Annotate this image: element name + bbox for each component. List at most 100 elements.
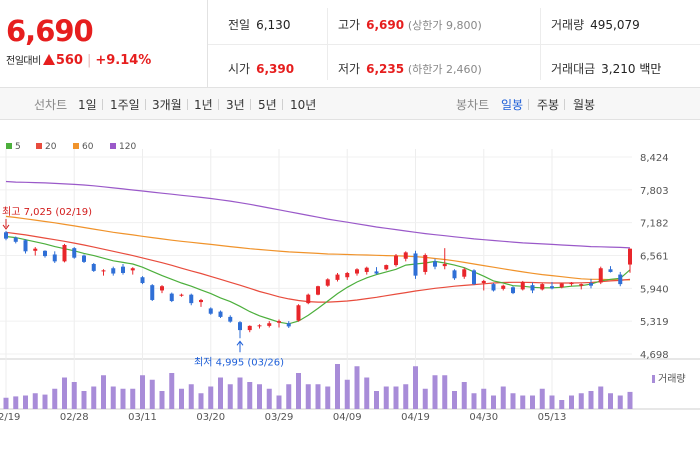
- low-annotation: 최저 4,995 (03/26): [194, 356, 284, 368]
- volume-bar: [101, 375, 106, 409]
- volume: 거래량 495,079: [551, 16, 640, 33]
- candle-body: [325, 279, 330, 286]
- tab-daily[interactable]: 일봉: [501, 98, 524, 112]
- volume-bar: [539, 388, 545, 409]
- price-change: 전일대비 560 | +9.14%: [6, 52, 151, 68]
- tab-1y[interactable]: 1년: [194, 98, 213, 112]
- divider: |: [86, 53, 92, 68]
- tab-10y[interactable]: 10년: [290, 98, 317, 112]
- amount-value: 3,210: [601, 62, 636, 76]
- candle-body: [296, 305, 301, 321]
- y-tick-label: 4,698: [640, 350, 669, 361]
- candle-body: [462, 269, 467, 277]
- candle-body: [335, 274, 340, 280]
- moving-average-lines: [5, 180, 631, 325]
- volume-bar: [227, 384, 233, 409]
- volume-bar: [559, 400, 565, 409]
- up-arrow-icon: [42, 54, 55, 65]
- volume-bar: [237, 377, 243, 409]
- tab-3y[interactable]: 3년: [226, 98, 245, 112]
- candle-body: [491, 284, 496, 291]
- tab-5y[interactable]: 5년: [258, 98, 277, 112]
- candle-body: [559, 283, 564, 288]
- candle-body: [286, 323, 291, 327]
- candle-body: [384, 265, 389, 270]
- candle-body: [540, 284, 545, 290]
- candle-body: [52, 254, 57, 262]
- candle-body: [189, 294, 194, 304]
- volume-bar: [169, 373, 175, 409]
- tab-1w[interactable]: 1주일: [110, 98, 140, 112]
- candle-body: [550, 286, 554, 289]
- candle-body: [4, 232, 8, 239]
- volume-bar: [520, 395, 526, 409]
- volume-bar: [130, 388, 136, 409]
- legend-label: 20: [45, 142, 57, 152]
- candle-body: [43, 250, 47, 257]
- volume-bar: [3, 397, 9, 409]
- candle-body: [598, 268, 603, 283]
- candle-body: [403, 252, 408, 259]
- x-tick-label: 02/19: [0, 412, 20, 423]
- y-tick-label: 8,424: [640, 153, 669, 164]
- candle-body: [569, 282, 574, 285]
- quote-header: 6,690 전일대비 560 | +9.14% 전일 6,130 고가 6,690 (상한…: [0, 0, 700, 88]
- volume-bar: [374, 391, 379, 409]
- volume-bar: [627, 391, 633, 409]
- tab-monthly[interactable]: 월봉: [573, 98, 596, 112]
- quote-main-price: 6,690 전일대비 560 | +9.14%: [0, 0, 208, 88]
- change-label: 전일대비: [6, 56, 41, 67]
- low-arrowhead-icon: [236, 340, 244, 346]
- y-tick-label: 7,182: [640, 219, 669, 230]
- candle-body: [364, 267, 369, 272]
- open-label: 시가: [228, 62, 251, 76]
- candle-body: [413, 253, 418, 276]
- volume-bar: [422, 388, 428, 409]
- tab-divider: [564, 99, 565, 110]
- amount-label: 거래대금: [551, 62, 596, 76]
- volume-bar: [81, 391, 87, 409]
- volume-bar: [432, 375, 438, 409]
- upper-limit-note: (상한가 9,800): [407, 19, 482, 32]
- open: 시가 6,390: [228, 60, 294, 77]
- volume-bar: [62, 377, 67, 409]
- volume-bar: [481, 388, 487, 409]
- prev-close-value: 6,130: [256, 18, 291, 32]
- candle-body: [608, 269, 613, 272]
- ma120-line: [5, 180, 631, 249]
- x-tick-label: 03/20: [196, 412, 225, 423]
- volume-bar: [110, 386, 116, 409]
- col-divider: [540, 8, 541, 80]
- volume-legend-label: 거래량: [658, 373, 686, 385]
- tab-weekly[interactable]: 주봉: [537, 98, 560, 112]
- plot-bg: [0, 149, 632, 409]
- candle-body: [316, 286, 320, 295]
- volume-bar: [296, 373, 301, 409]
- tab-divider: [282, 99, 283, 110]
- volume-bar: [325, 386, 331, 409]
- volume-bar: [257, 384, 262, 409]
- volume-bar: [403, 384, 409, 409]
- x-tick-label: 03/11: [128, 412, 157, 423]
- lower-limit-note: (하한가 2,460): [407, 63, 482, 76]
- volume-bar: [120, 388, 126, 409]
- legend-swatch: [73, 143, 79, 149]
- x-tick-label: 05/13: [538, 412, 567, 423]
- volume-bar: [598, 386, 604, 409]
- volume-bar: [32, 393, 38, 409]
- candle-body: [530, 285, 535, 291]
- high-label: 고가: [338, 18, 361, 32]
- tab-1d[interactable]: 1일: [78, 98, 97, 112]
- candle-body: [140, 277, 145, 284]
- period-selector: 선차트 1일 1주일 3개월 1년 3년 5년 10년 봉차트 일봉 주봉 월봉: [0, 88, 700, 120]
- candle-body: [589, 283, 593, 286]
- volume-bar: [442, 375, 448, 409]
- candle-body: [472, 270, 476, 285]
- col-divider: [327, 8, 328, 80]
- tab-3m[interactable]: 3개월: [152, 98, 182, 112]
- candle-body: [23, 240, 28, 252]
- y-tick-label: 7,803: [640, 186, 669, 197]
- volume-bar: [305, 384, 311, 409]
- volume-bar: [188, 384, 194, 409]
- candle-body: [579, 284, 584, 286]
